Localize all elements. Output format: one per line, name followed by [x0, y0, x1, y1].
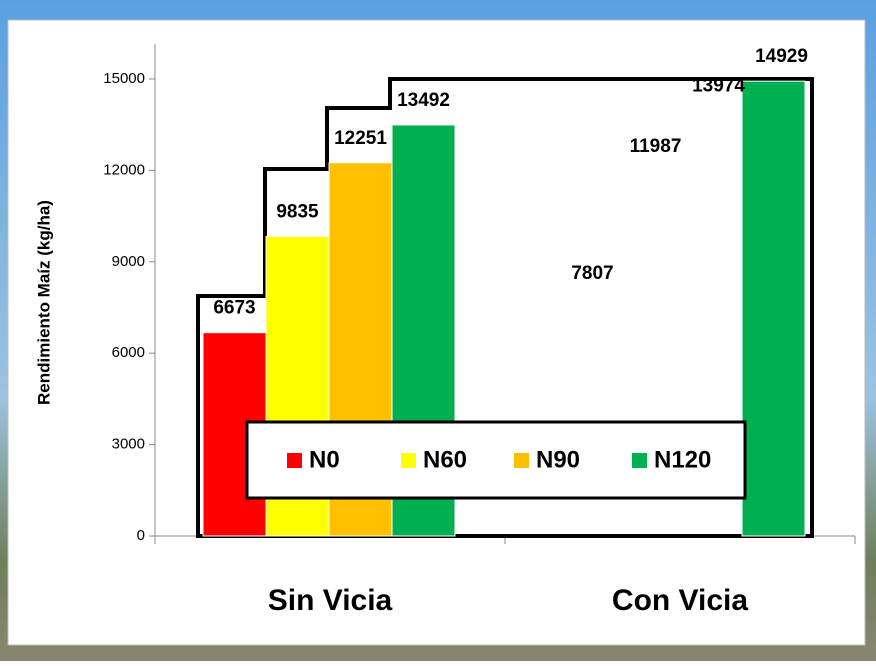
- data-label: 6673: [213, 298, 255, 319]
- x-tick-label: Sin Vicia: [268, 584, 393, 617]
- y-tick-label: 6000: [112, 344, 145, 361]
- data-label: 13492: [397, 90, 450, 111]
- legend-label: N60: [423, 446, 467, 473]
- y-tick-label: 9000: [112, 253, 145, 270]
- data-label: 11987: [630, 136, 682, 157]
- legend-label: N120: [654, 446, 711, 473]
- legend-label: N90: [536, 446, 580, 473]
- legend-label: N0: [309, 446, 340, 473]
- legend-box: [245, 420, 747, 500]
- y-tick-label: 12000: [103, 161, 145, 178]
- y-tick-label: 0: [137, 527, 145, 544]
- legend-swatch: [287, 453, 302, 468]
- y-tick-label: 3000: [112, 436, 145, 453]
- x-tick-label: Con Vicia: [612, 584, 748, 617]
- bar: [741, 80, 806, 537]
- legend-swatch: [514, 453, 529, 468]
- legend-swatch: [401, 453, 416, 468]
- data-label: 7807: [571, 263, 613, 284]
- y-tick-label: 15000: [103, 70, 145, 87]
- data-label: 14929: [755, 46, 808, 67]
- data-label: 12251: [334, 128, 387, 149]
- legend-swatch: [632, 453, 647, 468]
- data-label: 13974: [692, 75, 745, 96]
- data-label: 9835: [276, 201, 319, 222]
- y-axis-label: Rendimiento Maíz (kg/ha): [34, 200, 53, 405]
